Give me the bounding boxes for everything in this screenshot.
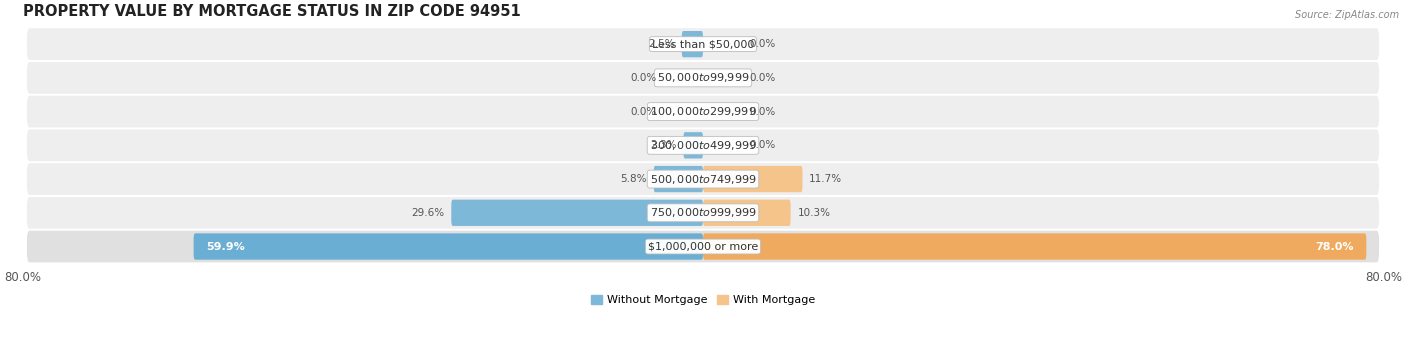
FancyBboxPatch shape bbox=[654, 166, 703, 192]
FancyBboxPatch shape bbox=[683, 132, 703, 158]
Text: 29.6%: 29.6% bbox=[412, 208, 444, 218]
Text: 11.7%: 11.7% bbox=[810, 174, 842, 184]
Text: Source: ZipAtlas.com: Source: ZipAtlas.com bbox=[1295, 10, 1399, 20]
Text: Less than $50,000: Less than $50,000 bbox=[652, 39, 754, 49]
Text: 78.0%: 78.0% bbox=[1315, 241, 1354, 252]
FancyBboxPatch shape bbox=[703, 166, 803, 192]
FancyBboxPatch shape bbox=[194, 233, 703, 260]
FancyBboxPatch shape bbox=[451, 200, 703, 226]
Text: 0.0%: 0.0% bbox=[749, 39, 776, 49]
Text: 0.0%: 0.0% bbox=[630, 107, 657, 117]
FancyBboxPatch shape bbox=[703, 200, 790, 226]
Text: $50,000 to $99,999: $50,000 to $99,999 bbox=[657, 71, 749, 84]
FancyBboxPatch shape bbox=[27, 28, 1379, 60]
Text: 2.5%: 2.5% bbox=[648, 39, 675, 49]
Text: $750,000 to $999,999: $750,000 to $999,999 bbox=[650, 206, 756, 219]
Legend: Without Mortgage, With Mortgage: Without Mortgage, With Mortgage bbox=[586, 291, 820, 310]
Text: 0.0%: 0.0% bbox=[749, 140, 776, 150]
FancyBboxPatch shape bbox=[682, 31, 703, 57]
Text: 2.3%: 2.3% bbox=[650, 140, 676, 150]
Text: $300,000 to $499,999: $300,000 to $499,999 bbox=[650, 139, 756, 152]
FancyBboxPatch shape bbox=[27, 163, 1379, 195]
Text: PROPERTY VALUE BY MORTGAGE STATUS IN ZIP CODE 94951: PROPERTY VALUE BY MORTGAGE STATUS IN ZIP… bbox=[22, 4, 520, 19]
Text: 59.9%: 59.9% bbox=[207, 241, 245, 252]
FancyBboxPatch shape bbox=[27, 62, 1379, 94]
Text: $1,000,000 or more: $1,000,000 or more bbox=[648, 241, 758, 252]
FancyBboxPatch shape bbox=[27, 130, 1379, 161]
Text: 10.3%: 10.3% bbox=[797, 208, 831, 218]
Text: 0.0%: 0.0% bbox=[749, 73, 776, 83]
FancyBboxPatch shape bbox=[27, 197, 1379, 229]
Text: $500,000 to $749,999: $500,000 to $749,999 bbox=[650, 173, 756, 186]
Text: 5.8%: 5.8% bbox=[620, 174, 647, 184]
FancyBboxPatch shape bbox=[27, 96, 1379, 128]
FancyBboxPatch shape bbox=[703, 233, 1367, 260]
Text: $100,000 to $299,999: $100,000 to $299,999 bbox=[650, 105, 756, 118]
Text: 0.0%: 0.0% bbox=[630, 73, 657, 83]
FancyBboxPatch shape bbox=[27, 231, 1379, 262]
Text: 0.0%: 0.0% bbox=[749, 107, 776, 117]
